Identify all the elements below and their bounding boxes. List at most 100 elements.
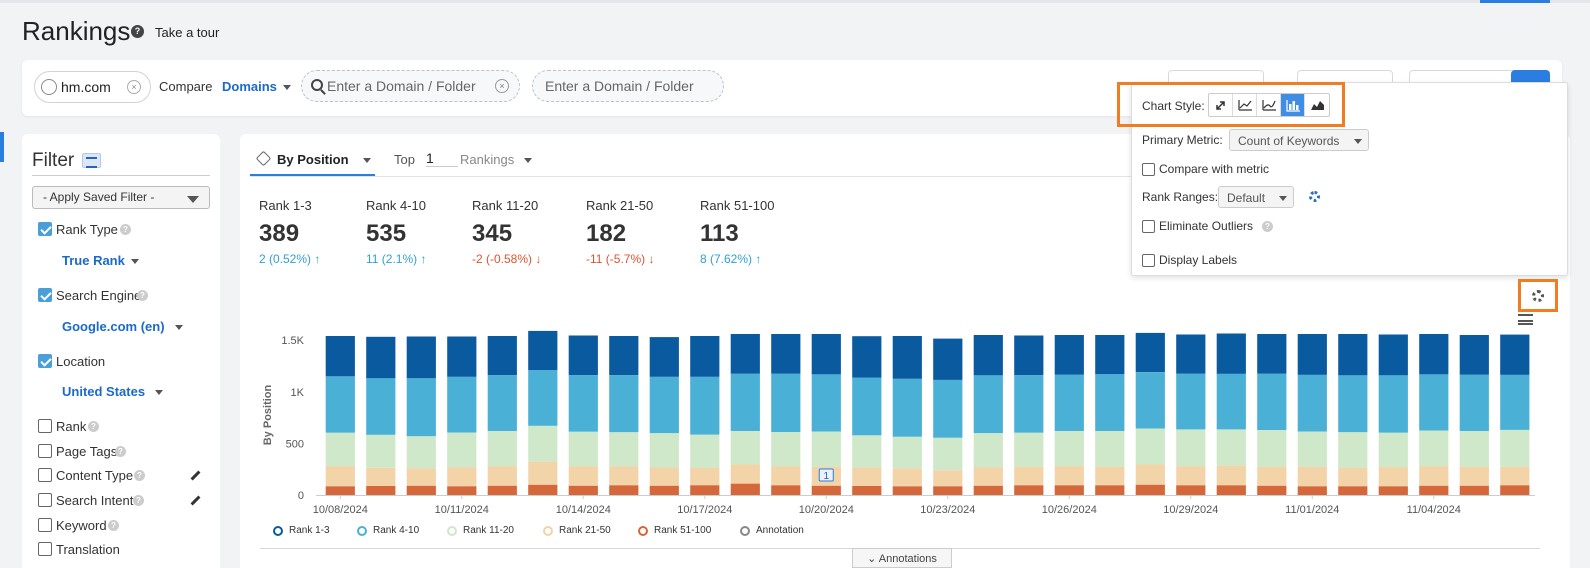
bar-segment — [892, 378, 922, 437]
arrow-up-icon: ↑ — [420, 252, 427, 266]
location-label: Location — [56, 354, 106, 369]
help-icon[interactable]: ? — [1262, 221, 1273, 232]
style-line-button[interactable] — [1233, 94, 1257, 116]
clear-icon[interactable]: × — [495, 79, 509, 93]
compare-mode-select[interactable]: Domains — [222, 79, 291, 94]
chart-settings-gear-icon[interactable] — [1532, 290, 1544, 302]
search-engine-checkbox[interactable] — [38, 288, 52, 302]
rank-checkbox[interactable] — [38, 419, 52, 433]
bar-segment — [1176, 373, 1206, 430]
help-icon[interactable]: ? — [115, 446, 126, 457]
compare-domain-input-1[interactable]: Enter a Domain / Folder × — [301, 70, 520, 102]
style-area-button[interactable] — [1305, 94, 1329, 116]
location-checkbox[interactable] — [38, 354, 52, 368]
take-tour-link[interactable]: Take a tour — [155, 25, 220, 40]
bar-segment — [690, 434, 720, 468]
bar-segment — [892, 436, 922, 469]
bar-segment — [690, 485, 720, 495]
bar-segment — [325, 466, 355, 487]
bar-segment — [649, 485, 679, 495]
bar-segment — [1216, 373, 1246, 430]
tab-by-position[interactable]: By Position — [277, 152, 371, 167]
location-select[interactable]: United States — [62, 384, 164, 399]
rank-distribution-chart[interactable]: By Position 0 500 1K 1.5K 10/08/2024 10/11/202… — [240, 330, 1540, 522]
legend-marker — [543, 525, 553, 536]
search-intent-checkbox[interactable] — [38, 493, 52, 507]
compare-domain-input-2[interactable]: Enter a Domain / Folder — [532, 70, 724, 102]
style-collapse-button[interactable] — [1209, 94, 1233, 116]
metric-rank-4-10: Rank 4-10 535 11 (2.1%) ↑ — [366, 198, 426, 266]
filter-item-label: Rank — [56, 419, 87, 434]
display-labels-checkbox[interactable] — [1142, 254, 1155, 267]
chevron-down-icon — [362, 158, 371, 164]
bar-segment — [1054, 374, 1084, 431]
domain-chip[interactable]: hm.com × — [34, 71, 151, 103]
filter-title: Filter — [32, 150, 75, 171]
bar-segment — [1338, 486, 1368, 495]
bar-segment — [852, 485, 882, 495]
bar-segment — [1338, 467, 1368, 487]
legend-rank-51-100[interactable]: Rank 51-100 — [638, 525, 711, 536]
bar-segment — [1054, 485, 1084, 495]
annotation-marker-label: 1 — [823, 471, 829, 482]
help-icon[interactable]: ? — [133, 495, 144, 506]
primary-metric-select[interactable]: Count of Keywords — [1229, 129, 1369, 151]
bar-segment — [406, 468, 436, 486]
bar-segment — [609, 466, 639, 486]
top-count-input[interactable]: 1 — [426, 150, 458, 167]
menu-icon[interactable] — [1518, 314, 1533, 325]
help-icon[interactable]: ? — [137, 290, 148, 301]
filter-item-label: Translation — [56, 542, 120, 557]
legend-annotation[interactable]: Annotation — [740, 525, 804, 536]
style-spline-button[interactable] — [1257, 94, 1281, 116]
bar-segment — [1378, 375, 1408, 433]
input-placeholder: Enter a Domain / Folder — [327, 78, 476, 94]
rank-ranges-select[interactable]: Default — [1218, 186, 1294, 208]
bar-segment — [1014, 375, 1044, 433]
compare-metric-checkbox[interactable] — [1142, 163, 1155, 176]
metric-change: 2 (0.52%) ↑ — [259, 252, 320, 266]
domain-radio[interactable] — [41, 79, 57, 95]
keyword-checkbox[interactable] — [38, 518, 52, 532]
bar-segment — [1378, 467, 1408, 487]
bar-segment — [1135, 332, 1165, 373]
rank-type-checkbox[interactable] — [38, 222, 52, 236]
filter-item-label: Search Intent — [56, 493, 134, 508]
legend-rank-1-3[interactable]: Rank 1-3 — [273, 525, 330, 536]
help-icon[interactable]: ? — [120, 224, 131, 235]
bar-segment — [1095, 466, 1125, 486]
help-icon[interactable]: ? — [131, 25, 144, 38]
x-tick-label: 10/23/2024 — [920, 504, 975, 516]
clear-icon[interactable]: × — [127, 80, 141, 94]
page-tags-checkbox[interactable] — [38, 444, 52, 458]
bar-segment — [973, 335, 1003, 376]
pencil-icon[interactable] — [190, 470, 201, 481]
nav-accent-bar — [0, 132, 4, 162]
annotations-toggle[interactable]: ⌄ Annotations — [852, 548, 952, 568]
metric-rank-21-50: Rank 21-50 182 -11 (-5.7%) ↓ — [586, 198, 654, 266]
rank-type-select[interactable]: True Rank — [62, 253, 139, 268]
rankings-select[interactable]: Rankings — [460, 152, 533, 167]
eliminate-outliers-checkbox[interactable] — [1142, 220, 1155, 233]
legend-rank-4-10[interactable]: Rank 4-10 — [357, 525, 419, 536]
translation-checkbox[interactable] — [38, 542, 52, 556]
help-icon[interactable]: ? — [134, 470, 145, 481]
bar-segment — [771, 373, 801, 432]
bar-segment — [1419, 485, 1449, 495]
content-type-checkbox[interactable] — [38, 468, 52, 482]
help-icon[interactable]: ? — [88, 421, 99, 432]
area-chart-icon — [1311, 101, 1324, 110]
style-bar-button[interactable] — [1281, 94, 1305, 116]
x-tick-label: 10/26/2024 — [1042, 504, 1097, 516]
bar-segment — [366, 434, 396, 468]
search-engine-value: Google.com (en) — [62, 319, 165, 334]
help-icon[interactable]: ? — [108, 520, 119, 531]
pencil-icon[interactable] — [190, 495, 201, 506]
bar-segment — [1257, 430, 1287, 467]
legend-rank-11-20[interactable]: Rank 11-20 — [447, 525, 514, 536]
gear-icon[interactable] — [1309, 191, 1320, 202]
saved-filter-select[interactable]: - Apply Saved Filter - — [32, 186, 210, 209]
legend-rank-21-50[interactable]: Rank 21-50 — [543, 525, 611, 536]
search-engine-select[interactable]: Google.com (en) — [62, 319, 183, 334]
filter-toggle-icon[interactable] — [82, 153, 101, 168]
